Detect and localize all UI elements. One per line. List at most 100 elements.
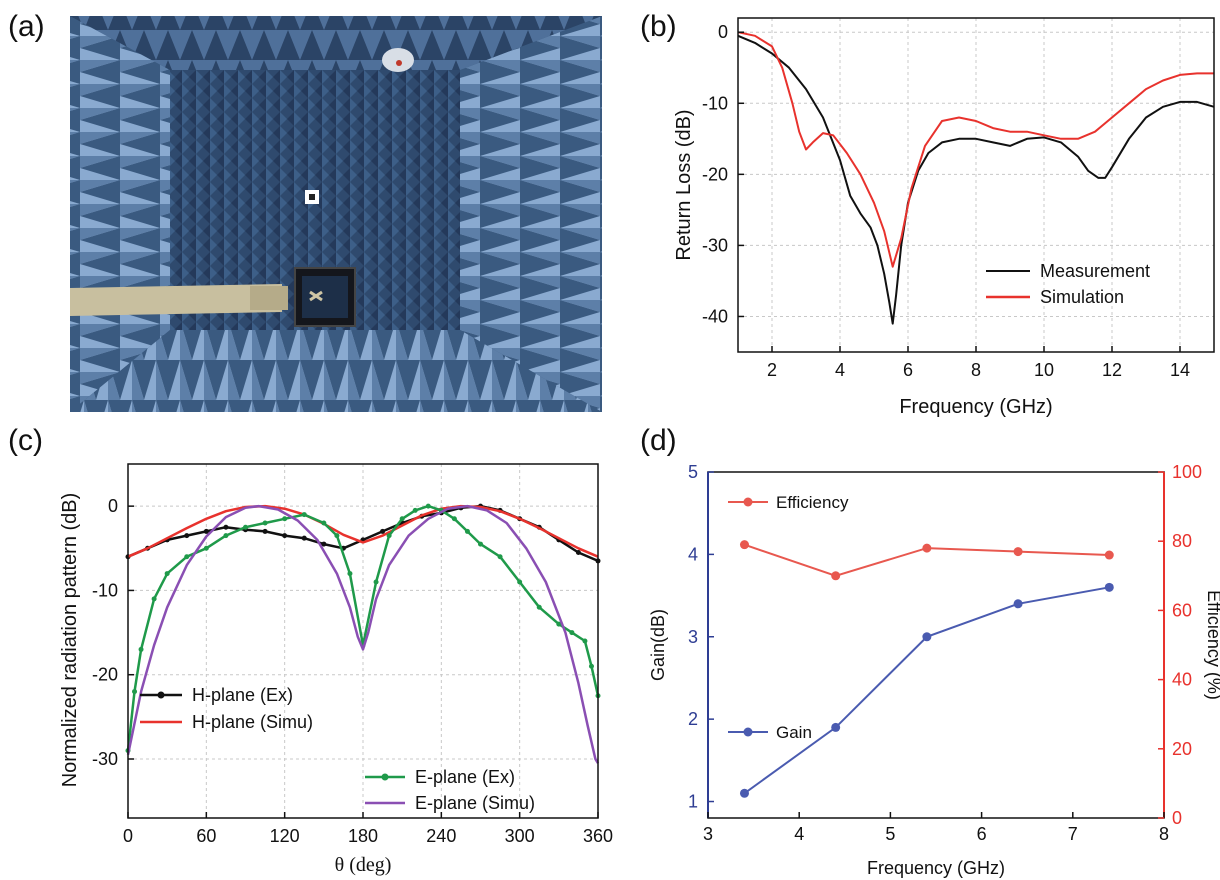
y-tick-label-right: 100 [1172,462,1202,482]
data-point-h-plane-ex [282,533,288,539]
panel-d-legend-gain: Gain [728,723,812,742]
data-point-efficiency [1013,547,1023,557]
legend-label-gain: Gain [776,723,812,742]
series-line-simulation [737,31,1214,268]
y-tick-label-right: 20 [1172,739,1192,759]
series-line-measurement [737,34,1215,325]
data-point-e-plane-ex [321,520,327,526]
y-tick-label-left: 1 [688,792,698,812]
x-tick-label: 4 [835,360,845,380]
panel-b-x-axis-title: Frequency (GHz) [899,396,1052,418]
legend-label-simulation: Simulation [1040,287,1124,307]
panel-c-x-ticks: 0 60 120 180 240 300 360 [123,812,613,846]
data-point-gain [1013,599,1023,609]
y-tick-label: -10 [702,93,728,113]
data-point-e-plane-ex [373,579,379,585]
panel-d-legend-efficiency: Efficiency [728,493,849,512]
y-tick-label: -40 [702,306,728,326]
data-point-efficiency [922,543,932,553]
data-point-e-plane-ex [184,554,190,560]
y-tick-label: -20 [92,665,118,685]
data-point-e-plane-ex [399,516,405,522]
panel-d-series [739,540,1114,798]
panel-c-grid [128,464,598,818]
data-point-e-plane-ex [497,554,503,560]
data-point-e-plane-ex [301,512,307,518]
y-tick-label: 0 [718,22,728,42]
panel-c: (c) 0 60 120 180 240 300 360 0 -10 -20 -30 θ (deg… [8,424,613,876]
panel-c-legend-left: H-plane (Ex) H-plane (Simu) [140,685,313,732]
panel-d-y-ticks-left: 1 2 3 4 5 [688,462,714,812]
panel-b: (b) 2 4 6 8 10 12 14 0 -10 -20 -30 -40 Frequency (… [640,10,1215,418]
series-line-e-plane-simu [126,504,600,764]
panel-c-y-ticks: 0 -10 -20 -30 [92,496,134,769]
x-tick-label: 8 [1159,824,1169,844]
panel-d-frame [707,471,1165,819]
data-point-e-plane-ex [203,545,209,551]
y-tick-label: 0 [108,496,118,516]
panel-a-letter: (a) [8,10,45,43]
data-point-e-plane-ex [243,524,248,530]
antenna-arm [70,284,282,316]
x-tick-label: 7 [1068,824,1078,844]
data-point-gain [922,632,932,642]
data-point-e-plane-ex [569,630,575,636]
data-point-h-plane-ex [223,524,229,530]
series-line-gain [743,586,1110,795]
x-tick-label: 12 [1102,360,1122,380]
x-tick-label: 10 [1034,360,1054,380]
legend-label-h-plane-ex: H-plane (Ex) [192,685,293,705]
data-point-h-plane-ex [380,528,386,534]
y-tick-label-right: 80 [1172,531,1192,551]
panel-c-y-axis-title: Normalized radiation pattern (dB) [59,493,81,788]
x-tick-label: 60 [196,826,216,846]
x-tick-label: 300 [505,826,535,846]
legend-label-e-plane-ex: E-plane (Ex) [415,767,515,787]
data-point-gain [831,722,841,732]
x-tick-label: 180 [348,826,378,846]
data-point-e-plane-ex [464,528,470,534]
panel-d-y-axis-title-right: Efficiency (%) [1204,590,1220,700]
y-tick-label: -10 [92,580,118,600]
data-point-h-plane-ex [321,541,327,547]
panel-d-y-ticks-right: 0 20 40 60 80 100 [1158,462,1202,828]
legend-label-h-plane-simu: H-plane (Simu) [192,712,313,732]
data-point-e-plane-ex [536,604,542,610]
x-tick-label: 240 [426,826,456,846]
panel-d-y-axis-title-left: Gain(dB) [648,609,668,681]
data-point-e-plane-ex [262,520,268,526]
data-point-gain [1104,582,1114,592]
data-point-e-plane-ex [451,516,457,522]
data-point-h-plane-ex [262,528,268,534]
data-point-e-plane-ex [282,516,288,522]
camera-icon [382,48,414,72]
panel-c-legend-right: E-plane (Ex) E-plane (Simu) [365,767,535,813]
panel-c-x-axis-title: θ (deg) [335,854,392,876]
data-point-gain [739,788,749,798]
y-tick-label-right: 40 [1172,670,1192,690]
panel-b-y-axis-title: Return Loss (dB) [673,109,695,260]
anechoic-chamber-photo [70,16,602,412]
y-tick-label-left: 3 [688,627,698,647]
panel-b-y-ticks: 0 -10 -20 -30 -40 [702,22,744,326]
data-point-e-plane-ex [478,541,483,547]
data-point-e-plane-ex [588,663,594,669]
legend-label-measurement: Measurement [1040,261,1150,281]
panel-c-letter: (c) [8,424,43,457]
y-tick-label-right: 0 [1172,808,1182,828]
panel-d-letter: (d) [640,424,677,457]
data-point-e-plane-ex [132,689,138,695]
y-tick-label-left: 4 [688,544,698,564]
panel-d: (d) 3 4 5 6 7 8 1 2 3 4 5 0 20 40 60 80 100 Frequency … [640,424,1220,878]
panel-b-letter: (b) [640,10,677,43]
data-point-e-plane-ex [347,571,353,577]
data-point-h-plane-ex [184,533,190,539]
panel-b-legend: Measurement Simulation [986,261,1150,307]
y-tick-label-right: 60 [1172,600,1192,620]
data-point-e-plane-ex [556,621,562,627]
data-point-e-plane-ex [138,646,144,652]
data-point-e-plane-ex [412,507,418,513]
y-tick-label: -20 [702,164,728,184]
panel-b-series [737,31,1215,325]
